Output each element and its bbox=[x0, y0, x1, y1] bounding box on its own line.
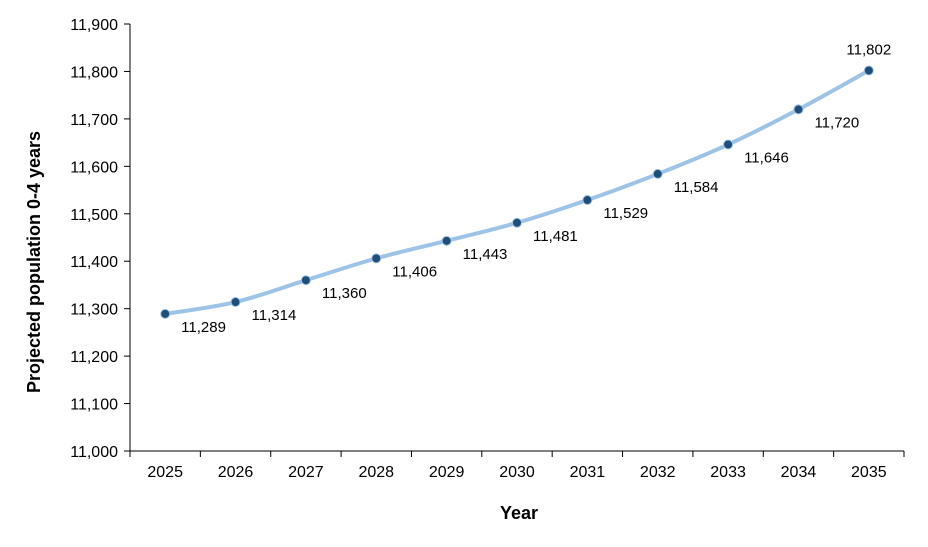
x-tick-label: 2026 bbox=[218, 464, 254, 481]
series-line bbox=[163, 68, 871, 316]
data-label: 11,360 bbox=[322, 285, 367, 302]
y-tick-label: 11,900 bbox=[70, 17, 118, 34]
x-axis-title: Year bbox=[500, 503, 538, 523]
data-label: 11,443 bbox=[463, 246, 508, 263]
data-label: 11,529 bbox=[603, 205, 648, 222]
x-tick-label: 2035 bbox=[851, 464, 887, 481]
y-tick-labels: 11,000 11,100 11,200 11,300 11,400 11,500 11,6… bbox=[70, 17, 118, 461]
x-tick-label: 2034 bbox=[781, 464, 817, 481]
x-tick-label: 2033 bbox=[710, 464, 746, 481]
data-point bbox=[512, 217, 522, 228]
y-tick-label: 11,400 bbox=[70, 254, 118, 271]
data-label: 11,646 bbox=[744, 150, 789, 167]
data-point bbox=[230, 297, 241, 308]
data-point bbox=[652, 168, 663, 179]
y-tick-label: 11,000 bbox=[70, 444, 118, 461]
x-tick-label: 2029 bbox=[429, 464, 465, 481]
y-tick-label: 11,200 bbox=[70, 349, 118, 366]
x-tick-label: 2031 bbox=[570, 464, 606, 481]
data-point bbox=[160, 308, 171, 319]
data-point bbox=[371, 253, 382, 264]
data-label: 11,720 bbox=[814, 114, 859, 131]
data-label: 11,406 bbox=[392, 263, 437, 280]
data-label: 11,802 bbox=[846, 41, 891, 58]
data-point bbox=[723, 139, 734, 150]
x-tick-labels: 2025 2026 2027 2028 2029 2030 2031 2032 2033 2034… bbox=[147, 464, 886, 481]
series-group bbox=[160, 65, 874, 319]
data-label: 11,481 bbox=[533, 228, 578, 245]
y-tick-label: 11,700 bbox=[70, 112, 118, 129]
data-point bbox=[793, 104, 804, 115]
data-point bbox=[300, 275, 311, 286]
y-tick-label: 11,100 bbox=[70, 397, 118, 414]
x-tick-label: 2027 bbox=[288, 464, 324, 481]
data-point bbox=[863, 65, 874, 76]
x-tick-label: 2025 bbox=[147, 464, 183, 481]
x-tick-label: 2028 bbox=[358, 464, 394, 481]
data-label: 11,289 bbox=[181, 319, 226, 336]
data-label: 11,584 bbox=[674, 179, 719, 196]
data-point bbox=[441, 235, 452, 246]
x-tick-label: 2030 bbox=[499, 464, 535, 481]
y-axis-title: Projected population 0-4 years bbox=[24, 131, 44, 393]
data-label: 11,314 bbox=[252, 307, 297, 324]
data-point bbox=[582, 195, 593, 206]
y-tick-label: 11,500 bbox=[70, 207, 118, 224]
y-tick-label: 11,600 bbox=[70, 159, 118, 176]
data-labels: 11,289 11,314 11,360 11,406 11,443 11,481 11,5… bbox=[181, 41, 891, 335]
y-tick-label: 11,300 bbox=[70, 302, 118, 319]
axes bbox=[124, 23, 905, 457]
x-tick-label: 2032 bbox=[640, 464, 676, 481]
y-tick-label: 11,800 bbox=[70, 64, 118, 81]
